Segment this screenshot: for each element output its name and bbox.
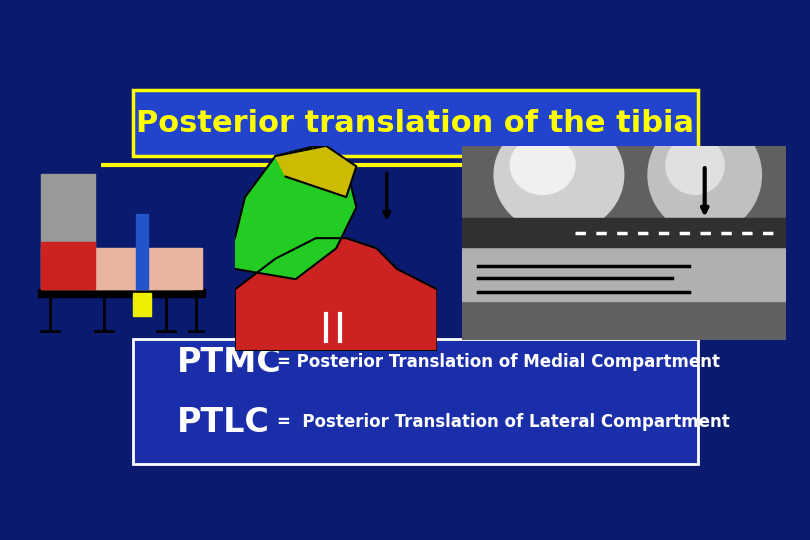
Text: = Posterior Translation of Medial Compartment: = Posterior Translation of Medial Compar… xyxy=(277,353,720,371)
Ellipse shape xyxy=(510,136,575,194)
Polygon shape xyxy=(235,238,437,351)
Ellipse shape xyxy=(494,117,624,233)
Text: Posterior translation of the tibia: Posterior translation of the tibia xyxy=(136,109,694,138)
FancyBboxPatch shape xyxy=(133,90,697,156)
Bar xyxy=(136,214,148,289)
Ellipse shape xyxy=(666,136,724,194)
Bar xyxy=(95,255,193,289)
Bar xyxy=(41,174,95,249)
Ellipse shape xyxy=(648,117,761,233)
Bar xyxy=(41,242,95,289)
Polygon shape xyxy=(275,146,356,197)
Bar xyxy=(41,248,202,289)
Bar xyxy=(462,218,786,247)
Bar xyxy=(133,293,151,316)
Bar xyxy=(462,247,786,301)
FancyBboxPatch shape xyxy=(133,339,697,464)
Polygon shape xyxy=(235,146,356,279)
Text: PTLC: PTLC xyxy=(177,406,270,439)
Text: =  Posterior Translation of Lateral Compartment: = Posterior Translation of Lateral Compa… xyxy=(277,414,730,431)
Text: PTMC: PTMC xyxy=(177,346,281,379)
